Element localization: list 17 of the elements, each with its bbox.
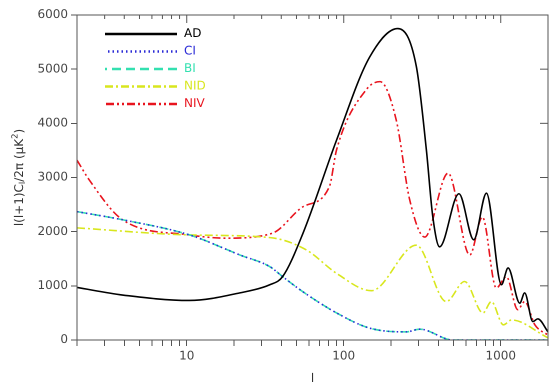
- text: AD: [184, 26, 202, 40]
- y-tick-label: 4000: [37, 115, 68, 130]
- y-tick-label: 6000: [37, 7, 68, 22]
- x-axis-title: l: [310, 370, 314, 385]
- x-tick-label: 10: [179, 348, 194, 362]
- text: BI: [184, 61, 196, 76]
- y-tick-label: 2000: [37, 224, 68, 238]
- y-tick-label: 1000: [37, 278, 68, 292]
- y-tick-label: 3000: [37, 170, 68, 184]
- y-tick-label: 0: [60, 332, 68, 346]
- text: CI: [184, 44, 196, 58]
- y-tick-label: 5000: [37, 61, 68, 76]
- x-tick-label: 1000: [485, 348, 516, 362]
- y-axis-title: l(l+1)Cl/2π (μK2): [9, 128, 28, 226]
- text: NIV: [184, 96, 206, 110]
- x-tick-label: 100: [332, 348, 356, 362]
- text: NID: [184, 78, 206, 93]
